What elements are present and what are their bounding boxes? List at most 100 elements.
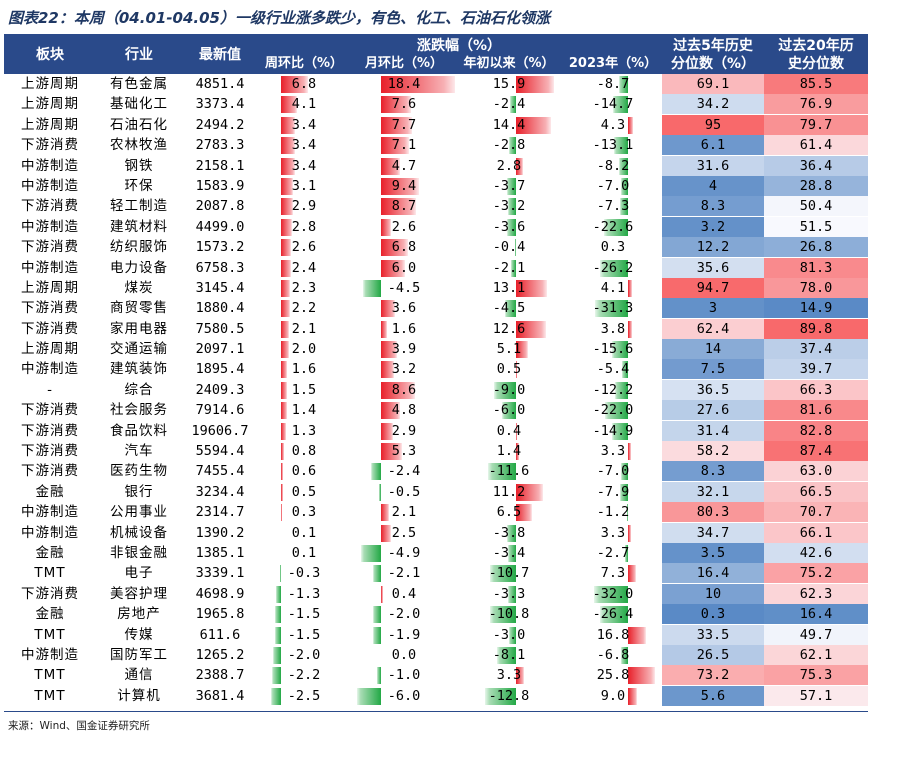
table-row: 中游制造 公用事业 2314.7 0.3 2.1 6.5 -1.2 80.3 70.7 — [4, 502, 868, 523]
cell-ytd: 12.6 — [492, 320, 526, 337]
cell-m: -2.1 — [387, 565, 421, 582]
heat-p5 — [662, 339, 764, 360]
cell-latest: 1895.4 — [195, 361, 245, 378]
table-row: 下游消费 医药生物 7455.4 0.6 -2.4 -11.6 -7.0 8.3 63.0 — [4, 461, 868, 482]
heat-p5 — [662, 175, 764, 196]
cell-sector: 下游消费 — [21, 585, 79, 602]
data-bar-w — [281, 279, 291, 297]
cell-m: 3.2 — [391, 361, 417, 378]
cell-p5: 94.7 — [696, 279, 730, 296]
heat-p20 — [764, 216, 868, 237]
cell-ytd: 14.4 — [492, 116, 526, 133]
cell-industry: 建筑材料 — [110, 218, 168, 235]
data-bar-m — [381, 76, 455, 93]
cell-y23: 16.8 — [596, 626, 630, 643]
data-bar-ytd — [508, 198, 516, 216]
data-bar-ytd — [494, 381, 516, 399]
cell-m: -2.4 — [387, 463, 421, 480]
table-row: TMT 计算机 3681.4 -2.5 -6.0 -12.8 9.0 5.6 57.1 — [4, 685, 868, 706]
cell-latest: 2409.3 — [195, 381, 245, 398]
data-bar-y23 — [604, 218, 628, 236]
cell-m: -1.9 — [387, 626, 421, 643]
data-bar-y23 — [622, 361, 628, 379]
heat-p5 — [662, 522, 764, 543]
cell-p5: 35.6 — [696, 259, 730, 276]
data-bar-m — [381, 300, 396, 318]
table-row: TMT 电子 3339.1 -0.3 -2.1 -10.7 7.3 16.4 75.2 — [4, 563, 868, 584]
heat-p20 — [764, 94, 868, 115]
cell-p20: 76.9 — [799, 96, 833, 113]
cell-industry: 钢铁 — [124, 157, 154, 174]
cell-industry: 社会服务 — [110, 402, 168, 419]
cell-sector: 下游消费 — [21, 402, 79, 419]
cell-ytd: 0.5 — [496, 361, 522, 378]
header-pct20-line2: 史分位数 — [788, 56, 844, 72]
cell-ytd: -2.8 — [492, 137, 526, 154]
cell-p5: 10 — [704, 585, 722, 602]
cell-y23: -15.6 — [592, 341, 634, 358]
cell-y23: 4.1 — [600, 279, 626, 296]
data-bar-m — [377, 667, 381, 685]
cell-sector: 下游消费 — [21, 198, 79, 215]
data-bar-m — [381, 320, 388, 338]
cell-w: 0.6 — [291, 463, 317, 480]
cell-p5: 95 — [704, 116, 722, 133]
cell-industry: 汽车 — [124, 443, 154, 460]
data-bar-ytd — [516, 279, 548, 297]
data-bar-ytd — [506, 524, 516, 542]
cell-p20: 28.8 — [799, 177, 833, 194]
cell-latest: 2087.8 — [195, 198, 245, 215]
data-bar-m — [381, 524, 391, 542]
heat-p5 — [662, 196, 764, 217]
heat-p5 — [662, 216, 764, 237]
data-bar-m — [381, 157, 400, 175]
data-bar-y23 — [594, 585, 628, 603]
table-row: 下游消费 轻工制造 2087.8 2.9 8.7 -3.2 -7.3 8.3 50.4 — [4, 196, 868, 217]
cell-sector: 上游周期 — [21, 279, 79, 296]
cell-sector: 中游制造 — [21, 157, 79, 174]
cell-y23: -31.3 — [592, 300, 634, 317]
cell-latest: 4499.0 — [195, 218, 245, 235]
cell-sector: 中游制造 — [21, 361, 79, 378]
cell-latest: 7914.6 — [195, 402, 245, 419]
cell-w: 2.4 — [291, 259, 317, 276]
cell-industry: 非银金融 — [110, 544, 168, 561]
table-row: 下游消费 食品饮料 19606.7 1.3 2.9 0.4 -14.9 31.4 82.8 — [4, 420, 868, 441]
data-bar-y23 — [615, 381, 628, 399]
data-bar-m — [381, 422, 393, 440]
data-bar-w — [275, 626, 281, 644]
cell-ytd: -8.1 — [492, 646, 526, 663]
cell-w: -0.3 — [287, 565, 321, 582]
heat-p20 — [764, 420, 868, 441]
cell-y23: -22.0 — [592, 402, 634, 419]
heat-p20 — [764, 277, 868, 298]
cell-w: 4.1 — [291, 96, 317, 113]
cell-p20: 81.6 — [799, 402, 833, 419]
cell-m: 8.7 — [391, 198, 417, 215]
cell-industry: 基础化工 — [110, 96, 168, 113]
cell-w: -1.5 — [287, 626, 321, 643]
cell-sector: TMT — [34, 687, 66, 704]
cell-latest: 2158.1 — [195, 157, 245, 174]
data-bar-m — [357, 687, 381, 705]
data-bar-ytd — [507, 544, 516, 562]
cell-p20: 66.1 — [799, 524, 833, 541]
data-bar-ytd — [496, 646, 516, 664]
data-bar-w — [281, 422, 287, 440]
table-row: 上游周期 煤炭 3145.4 2.3 -4.5 13.1 4.1 94.7 78.0 — [4, 277, 868, 298]
cell-m: 0.0 — [391, 646, 417, 663]
data-bar-w — [281, 504, 283, 522]
bottom-rule — [4, 711, 868, 712]
cell-y23: -14.9 — [592, 422, 634, 439]
cell-m: 18.4 — [387, 76, 421, 92]
heat-p20 — [764, 359, 868, 380]
cell-industry: 电力设备 — [110, 259, 168, 276]
cell-w: 2.6 — [291, 239, 317, 256]
heat-p20 — [764, 502, 868, 523]
data-bar-ytd — [488, 463, 516, 481]
heat-p5 — [662, 685, 764, 706]
heat-p20 — [764, 379, 868, 400]
cell-sector: 中游制造 — [21, 646, 79, 663]
cell-y23: 7.3 — [600, 565, 626, 582]
cell-sector: 中游制造 — [21, 524, 79, 541]
